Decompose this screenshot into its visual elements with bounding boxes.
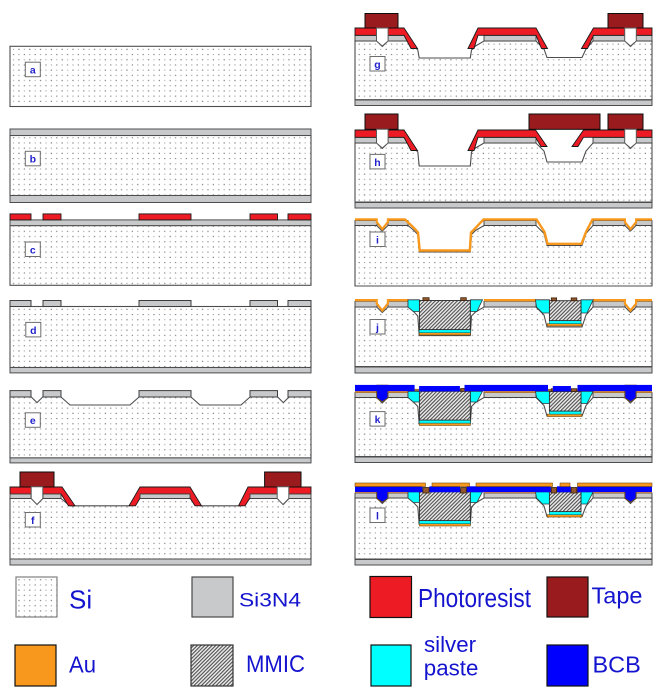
svg-text:paste: paste bbox=[424, 655, 479, 680]
svg-text:Tape: Tape bbox=[592, 583, 643, 609]
svg-text:Si3N4: Si3N4 bbox=[239, 590, 301, 612]
svg-text:Photoresist: Photoresist bbox=[418, 585, 531, 613]
svg-text:d: d bbox=[30, 325, 36, 337]
svg-text:f: f bbox=[31, 515, 35, 527]
svg-text:Si: Si bbox=[69, 585, 92, 615]
svg-text:silver: silver bbox=[424, 632, 477, 657]
svg-text:e: e bbox=[30, 415, 36, 427]
svg-text:Au: Au bbox=[69, 652, 96, 678]
svg-text:k: k bbox=[375, 414, 381, 426]
svg-text:b: b bbox=[30, 154, 36, 166]
svg-text:BCB: BCB bbox=[593, 652, 641, 678]
svg-text:j: j bbox=[375, 322, 379, 334]
svg-text:l: l bbox=[376, 510, 379, 522]
svg-text:c: c bbox=[30, 244, 36, 256]
svg-text:a: a bbox=[30, 65, 36, 77]
svg-text:h: h bbox=[374, 157, 380, 169]
svg-text:i: i bbox=[376, 234, 379, 246]
svg-text:g: g bbox=[374, 59, 380, 71]
svg-text:MMIC: MMIC bbox=[246, 651, 305, 678]
